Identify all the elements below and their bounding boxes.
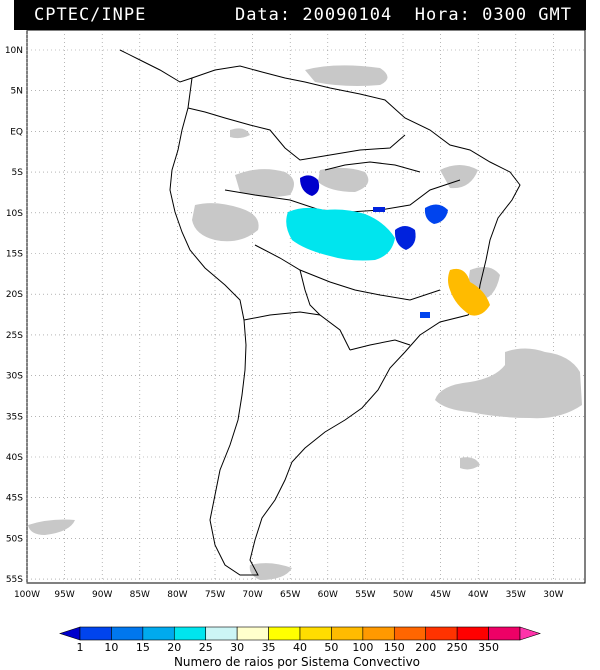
colorbar-tick-label: 250 bbox=[447, 641, 468, 654]
colorbar-tick-label: 30 bbox=[230, 641, 244, 654]
lat-label: 40S bbox=[6, 453, 23, 463]
colorbar-title: Numero de raios por Sistema Convectivo bbox=[174, 655, 420, 669]
system-orange bbox=[448, 268, 490, 316]
map-header: CPTEC/INPE Data: 20090104 Hora: 0300 GMT bbox=[14, 0, 586, 30]
colorbar-segment bbox=[425, 626, 458, 641]
map-frame bbox=[26, 29, 586, 584]
lon-label: 40W bbox=[468, 590, 488, 600]
colorbar-tick-label: 350 bbox=[478, 641, 499, 654]
colorbar-arrow-left bbox=[59, 626, 81, 641]
longitude-labels: 100W 95W 90W 85W 80W 75W 70W 65W 60W 55W 50W 45W 40W… bbox=[14, 590, 564, 600]
cloud-patch-amazon-central bbox=[318, 167, 369, 192]
cloud-patch-northeast-brazil bbox=[440, 165, 478, 189]
colorbar-tick-label: 20 bbox=[167, 641, 181, 654]
colorbar-segment bbox=[111, 626, 144, 641]
lat-label: 5S bbox=[12, 168, 24, 178]
cloud-patch-tierra-del-fuego bbox=[249, 563, 292, 580]
cloud-cover bbox=[28, 65, 582, 580]
colorbar-tick-label: 200 bbox=[415, 641, 436, 654]
south-america-outline bbox=[169, 65, 521, 576]
lon-label: 100W bbox=[14, 590, 40, 600]
lat-label: 55S bbox=[6, 575, 23, 585]
lon-label: 55W bbox=[355, 590, 375, 600]
lat-label: EQ bbox=[10, 127, 23, 137]
lon-label: 35W bbox=[506, 590, 526, 600]
colorbar-segment bbox=[299, 626, 332, 641]
system-blue-small bbox=[373, 207, 385, 212]
lon-label: 30W bbox=[543, 590, 563, 600]
colorbar-tick-label: 1 bbox=[77, 641, 84, 654]
lat-label: 30S bbox=[6, 372, 23, 382]
lon-label: 95W bbox=[54, 590, 74, 600]
lat-label: 25S bbox=[6, 331, 23, 341]
lon-label: 75W bbox=[205, 590, 225, 600]
colorbar bbox=[59, 626, 541, 641]
central-america-coast bbox=[119, 49, 193, 83]
colorbar-tick-label: 40 bbox=[293, 641, 307, 654]
lon-label: 65W bbox=[280, 590, 300, 600]
colorbar-tick-label: 35 bbox=[262, 641, 276, 654]
colorbar-tick-label: 50 bbox=[324, 641, 338, 654]
lat-label: 45S bbox=[6, 494, 23, 504]
lat-label: 10N bbox=[5, 46, 23, 56]
cloud-patch-caribbean bbox=[305, 65, 388, 86]
lon-label: 45W bbox=[430, 590, 450, 600]
cloud-patch-colombia bbox=[230, 128, 250, 139]
colorbar-segment bbox=[362, 626, 395, 641]
colorbar-segment bbox=[488, 626, 521, 641]
cloud-patch-andes-north bbox=[192, 203, 259, 242]
colorbar-segment bbox=[268, 626, 301, 641]
colorbar-tick-label: 10 bbox=[104, 641, 118, 654]
cloud-patch-amazon-west bbox=[235, 169, 294, 197]
system-blue-west bbox=[300, 175, 320, 196]
colorbar-segment bbox=[173, 626, 207, 641]
lon-label: 80W bbox=[167, 590, 187, 600]
lon-label: 50W bbox=[393, 590, 413, 600]
organization-label: CPTEC/INPE bbox=[34, 5, 147, 25]
cloud-patch-atlantic bbox=[435, 348, 582, 419]
cloud-patch-south-atlantic bbox=[460, 457, 480, 470]
lat-label: 35S bbox=[6, 412, 23, 422]
colorbar-tick-label: 25 bbox=[199, 641, 213, 654]
lat-label: 10S bbox=[6, 209, 23, 219]
colorbar-tick-label: 15 bbox=[136, 641, 150, 654]
border-chile-argentina bbox=[243, 311, 351, 351]
lat-label: 50S bbox=[6, 534, 23, 544]
border-guyanas bbox=[324, 161, 421, 173]
system-blue-south bbox=[420, 312, 430, 318]
colorbar-tick-label: 100 bbox=[352, 641, 373, 654]
colorbar-segment bbox=[142, 626, 175, 641]
system-cyan-large bbox=[286, 207, 395, 261]
system-blue-central bbox=[394, 226, 416, 250]
colorbar-segment bbox=[79, 626, 112, 641]
lat-label: 20S bbox=[6, 290, 23, 300]
colorbar-segment bbox=[205, 626, 238, 641]
lat-label: 15S bbox=[6, 250, 23, 260]
border-uruguay bbox=[349, 339, 411, 351]
lon-label: 90W bbox=[92, 590, 112, 600]
colorbar-segment bbox=[236, 626, 269, 641]
datetime-label: Data: 20090104 Hora: 0300 GMT bbox=[234, 5, 572, 25]
convective-systems bbox=[286, 175, 490, 318]
colorbar-segment bbox=[456, 626, 489, 641]
latitude-labels: 10N 5N EQ 5S 10S 15S 20S 25S 30S 35S 40S 45S 50S 55S bbox=[5, 46, 23, 585]
colorbar-labels: 1 10 15 20 25 30 35 40 50 100 150 200 250 350 bbox=[77, 641, 500, 654]
lon-label: 60W bbox=[318, 590, 338, 600]
lon-label: 85W bbox=[130, 590, 150, 600]
colorbar-arrow-right bbox=[519, 626, 541, 641]
cloud-patch-pacific-south bbox=[28, 519, 75, 535]
border-paraguay bbox=[299, 269, 321, 316]
lat-label: 5N bbox=[11, 87, 23, 97]
lon-label: 70W bbox=[242, 590, 262, 600]
border-bolivia-brazil bbox=[254, 244, 441, 301]
border-north bbox=[187, 107, 406, 161]
colorbar-tick-label: 150 bbox=[384, 641, 405, 654]
colorbar-segment bbox=[331, 626, 364, 641]
graticule bbox=[26, 30, 585, 583]
system-blue-east bbox=[424, 204, 448, 224]
colorbar-segment bbox=[393, 626, 427, 641]
